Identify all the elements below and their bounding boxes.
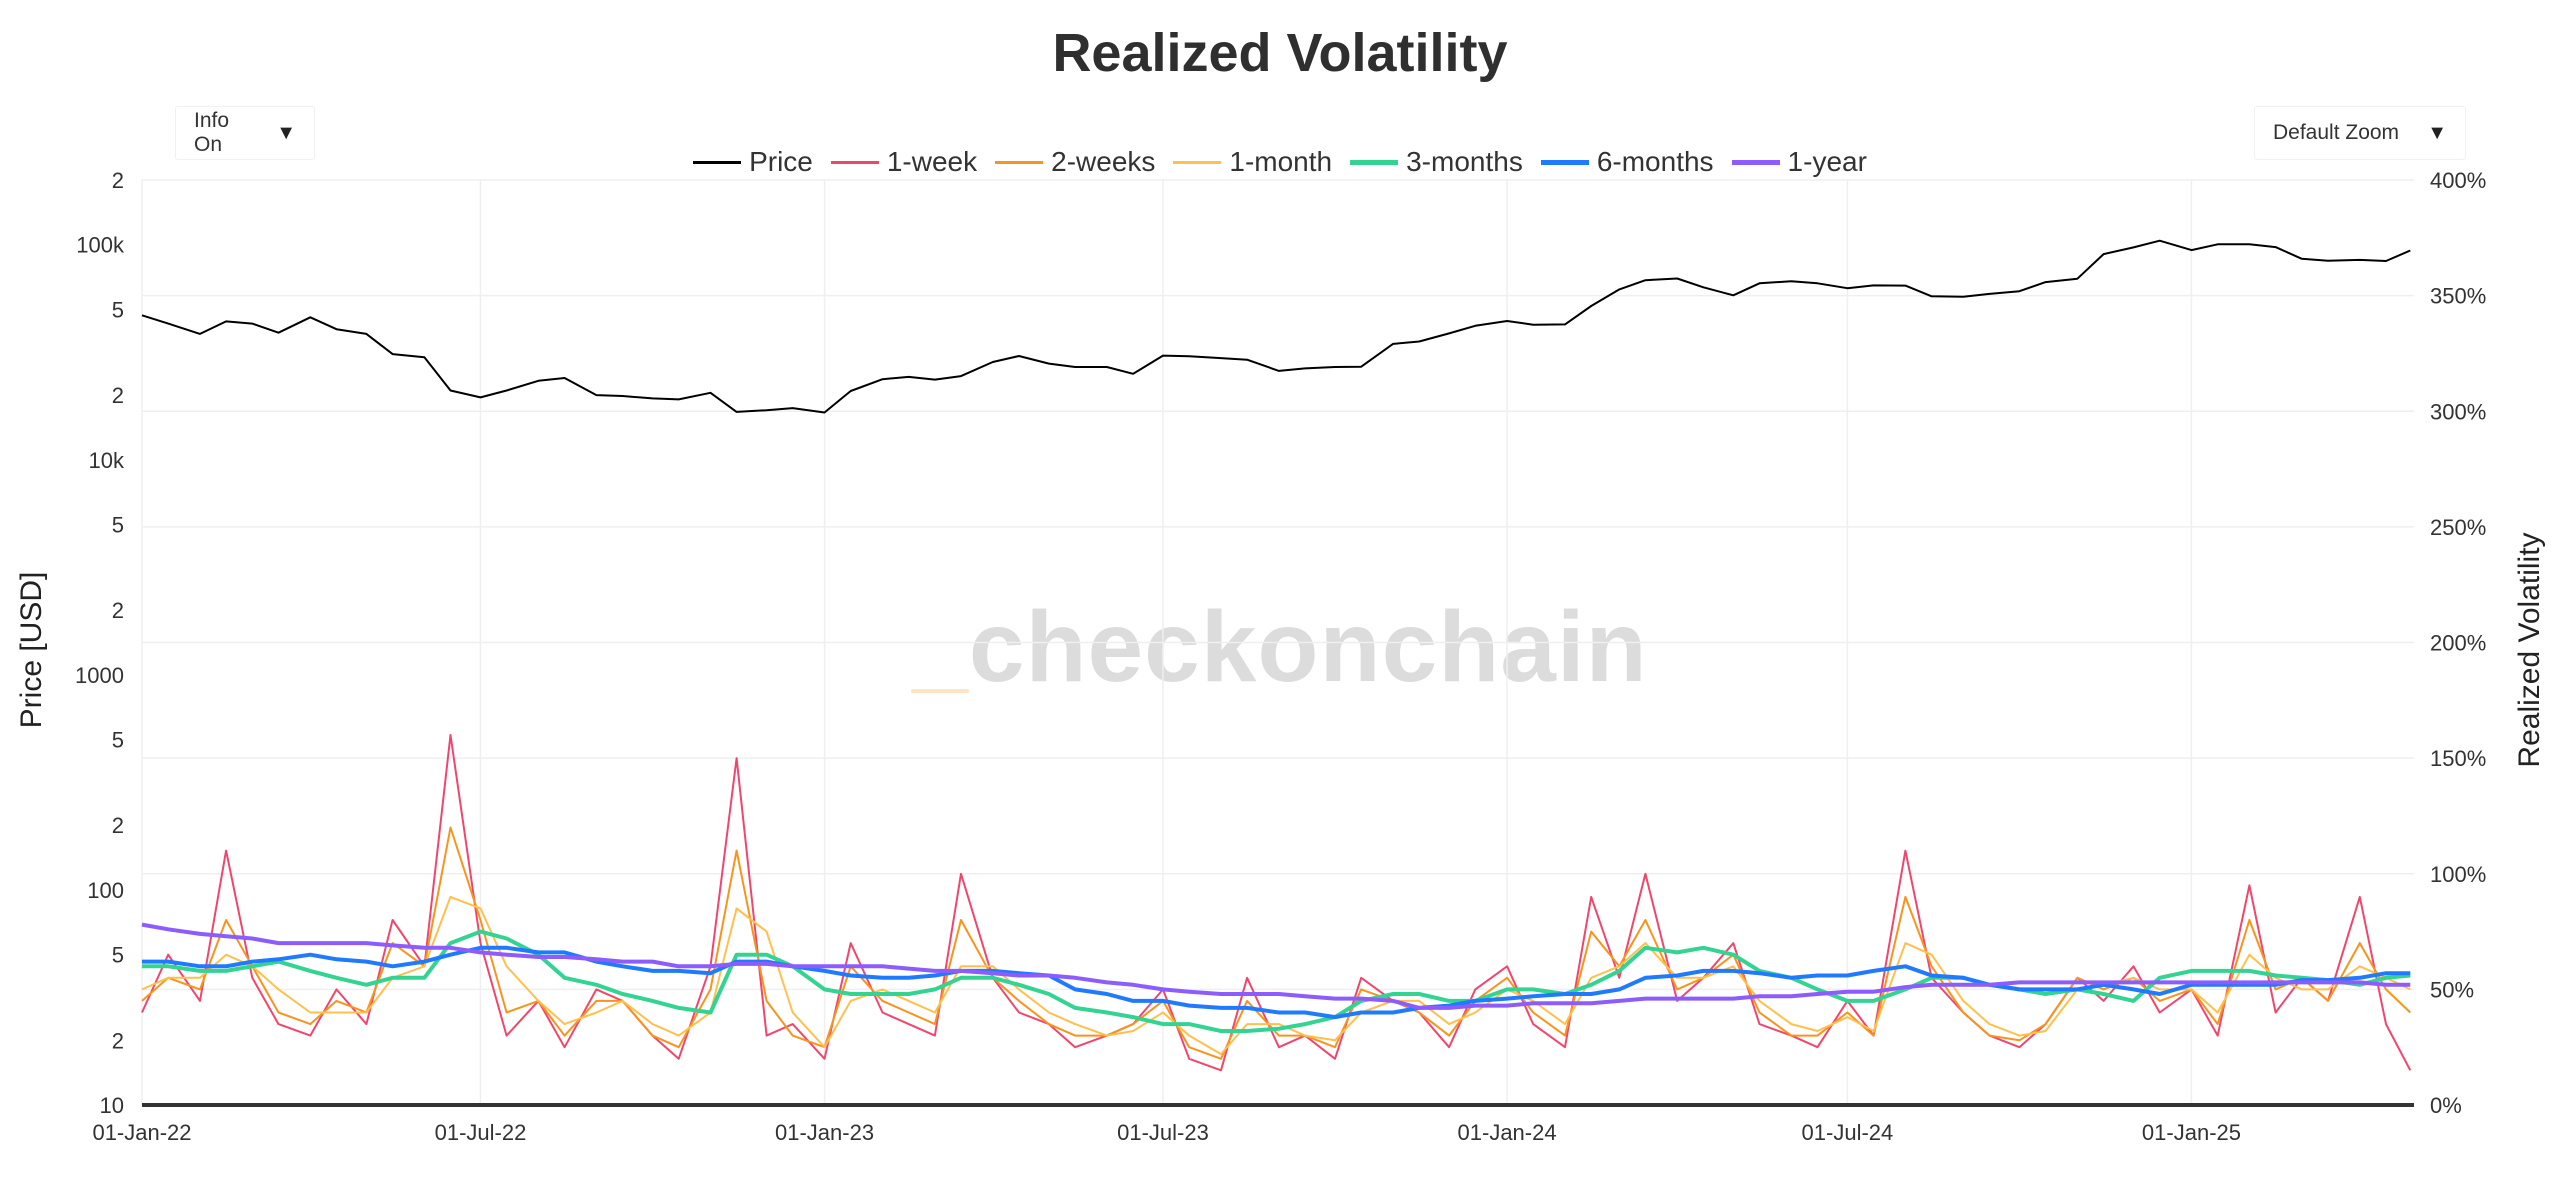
y-left-tick-label: 2 xyxy=(112,813,124,838)
series-line-3-months xyxy=(142,929,2411,1033)
x-tick-label: 01-Jul-22 xyxy=(435,1120,527,1145)
legend-item[interactable]: 1-year xyxy=(1731,146,1867,178)
legend-label: 6-months xyxy=(1596,146,1714,177)
y-left-tick-label: 100 xyxy=(87,878,124,903)
y-right-tick-label: 150% xyxy=(2430,746,2486,771)
info-toggle-dropdown[interactable]: Info On ▼ xyxy=(175,106,315,160)
legend-label: 1-month xyxy=(1229,146,1333,177)
series-line-2-weeks xyxy=(141,826,2411,1060)
legend-item[interactable]: 3-months xyxy=(1350,146,1523,178)
y-right-tick-label: 400% xyxy=(2430,168,2486,193)
series-line-price xyxy=(141,239,2411,414)
y-left-tick-label: 1000 xyxy=(75,663,124,688)
info-toggle-label: Info On xyxy=(194,109,230,156)
x-tick-label: 01-Jul-23 xyxy=(1117,1120,1209,1145)
y-right-tick-label: 300% xyxy=(2430,399,2486,424)
legend-swatch xyxy=(1173,160,1222,164)
gridlines xyxy=(141,179,2414,1105)
x-tick-label: 01-Jan-24 xyxy=(1458,1120,1557,1145)
y-left-tick-label: 5 xyxy=(112,513,124,538)
legend-label: Price xyxy=(749,146,813,177)
chart-title: Realized Volatility xyxy=(1052,23,1508,83)
y-left-tick-label: 2 xyxy=(112,383,124,408)
y-right-tick-label: 200% xyxy=(2430,631,2486,656)
caret-down-icon: ▼ xyxy=(276,121,296,144)
legend-swatch xyxy=(1540,159,1589,165)
watermark: _checkonchain xyxy=(0,590,2560,705)
y-right-tick-label: 250% xyxy=(2430,515,2486,540)
series-line-6-months xyxy=(142,945,2411,1020)
series-line-1-year xyxy=(141,922,2411,1010)
watermark-underscore: _ xyxy=(912,591,969,703)
series-lines xyxy=(141,239,2412,1072)
y-left-tick-label: 100k xyxy=(76,233,125,258)
legend-item[interactable]: 2-weeks xyxy=(995,146,1155,178)
y-left-tick-label: 2 xyxy=(112,1028,124,1053)
legend-item[interactable]: 1-month xyxy=(1173,146,1332,178)
series-line-1-week xyxy=(141,734,2412,1072)
legend-label: 1-week xyxy=(886,146,978,177)
series-line-1-month xyxy=(141,895,2411,1056)
legend-swatch xyxy=(693,160,742,164)
legend-swatch xyxy=(1350,159,1399,165)
zoom-dropdown[interactable]: Default Zoom ▼ xyxy=(2254,106,2466,160)
y-left-tick-label: 5 xyxy=(112,943,124,968)
x-tick-label: 01-Jan-22 xyxy=(92,1120,191,1145)
legend: Price 1-week 2-weeks 1-month 3-months 6-month… xyxy=(0,146,2560,178)
legend-swatch xyxy=(1731,159,1780,165)
legend-item[interactable]: 6-months xyxy=(1540,146,1714,178)
legend-label: 3-months xyxy=(1406,146,1523,177)
zoom-label: Default Zoom xyxy=(2273,121,2400,144)
caret-down-icon: ▼ xyxy=(2427,121,2447,144)
y-left-tick-label: 10 xyxy=(100,1093,124,1118)
legend-swatch xyxy=(995,160,1044,164)
axes: 01-Jan-22 01-Jul-22 01-Jan-23 01-Jul-23 01-J… xyxy=(75,168,2486,1145)
x-tick-label: 01-Jul-24 xyxy=(1802,1120,1894,1145)
legend-label: 1-year xyxy=(1787,146,1867,177)
legend-swatch xyxy=(830,160,879,164)
y-right-tick-label: 100% xyxy=(2430,862,2486,887)
legend-label: 2-weeks xyxy=(1051,146,1156,177)
y-left-tick-label: 2 xyxy=(112,598,124,623)
y-axis-left-title: Price [USD] xyxy=(15,571,48,729)
y-left-tick-label: 5 xyxy=(112,728,124,753)
y-right-tick-label: 350% xyxy=(2430,284,2486,309)
y-left-tick-label: 2 xyxy=(112,168,124,193)
y-axis-right-title: Realized Volatility xyxy=(2513,532,2546,768)
y-left-tick-label: 5 xyxy=(112,297,124,322)
watermark-text: checkonchain xyxy=(968,591,1648,703)
x-tick-label: 01-Jan-23 xyxy=(775,1120,874,1145)
legend-item[interactable]: Price xyxy=(693,146,813,178)
x-tick-label: 01-Jan-25 xyxy=(2142,1120,2241,1145)
legend-item[interactable]: 1-week xyxy=(830,146,978,178)
y-right-tick-label: 50% xyxy=(2430,977,2474,1002)
y-left-tick-label: 10k xyxy=(89,448,125,473)
y-right-tick-label: 0% xyxy=(2430,1093,2462,1118)
